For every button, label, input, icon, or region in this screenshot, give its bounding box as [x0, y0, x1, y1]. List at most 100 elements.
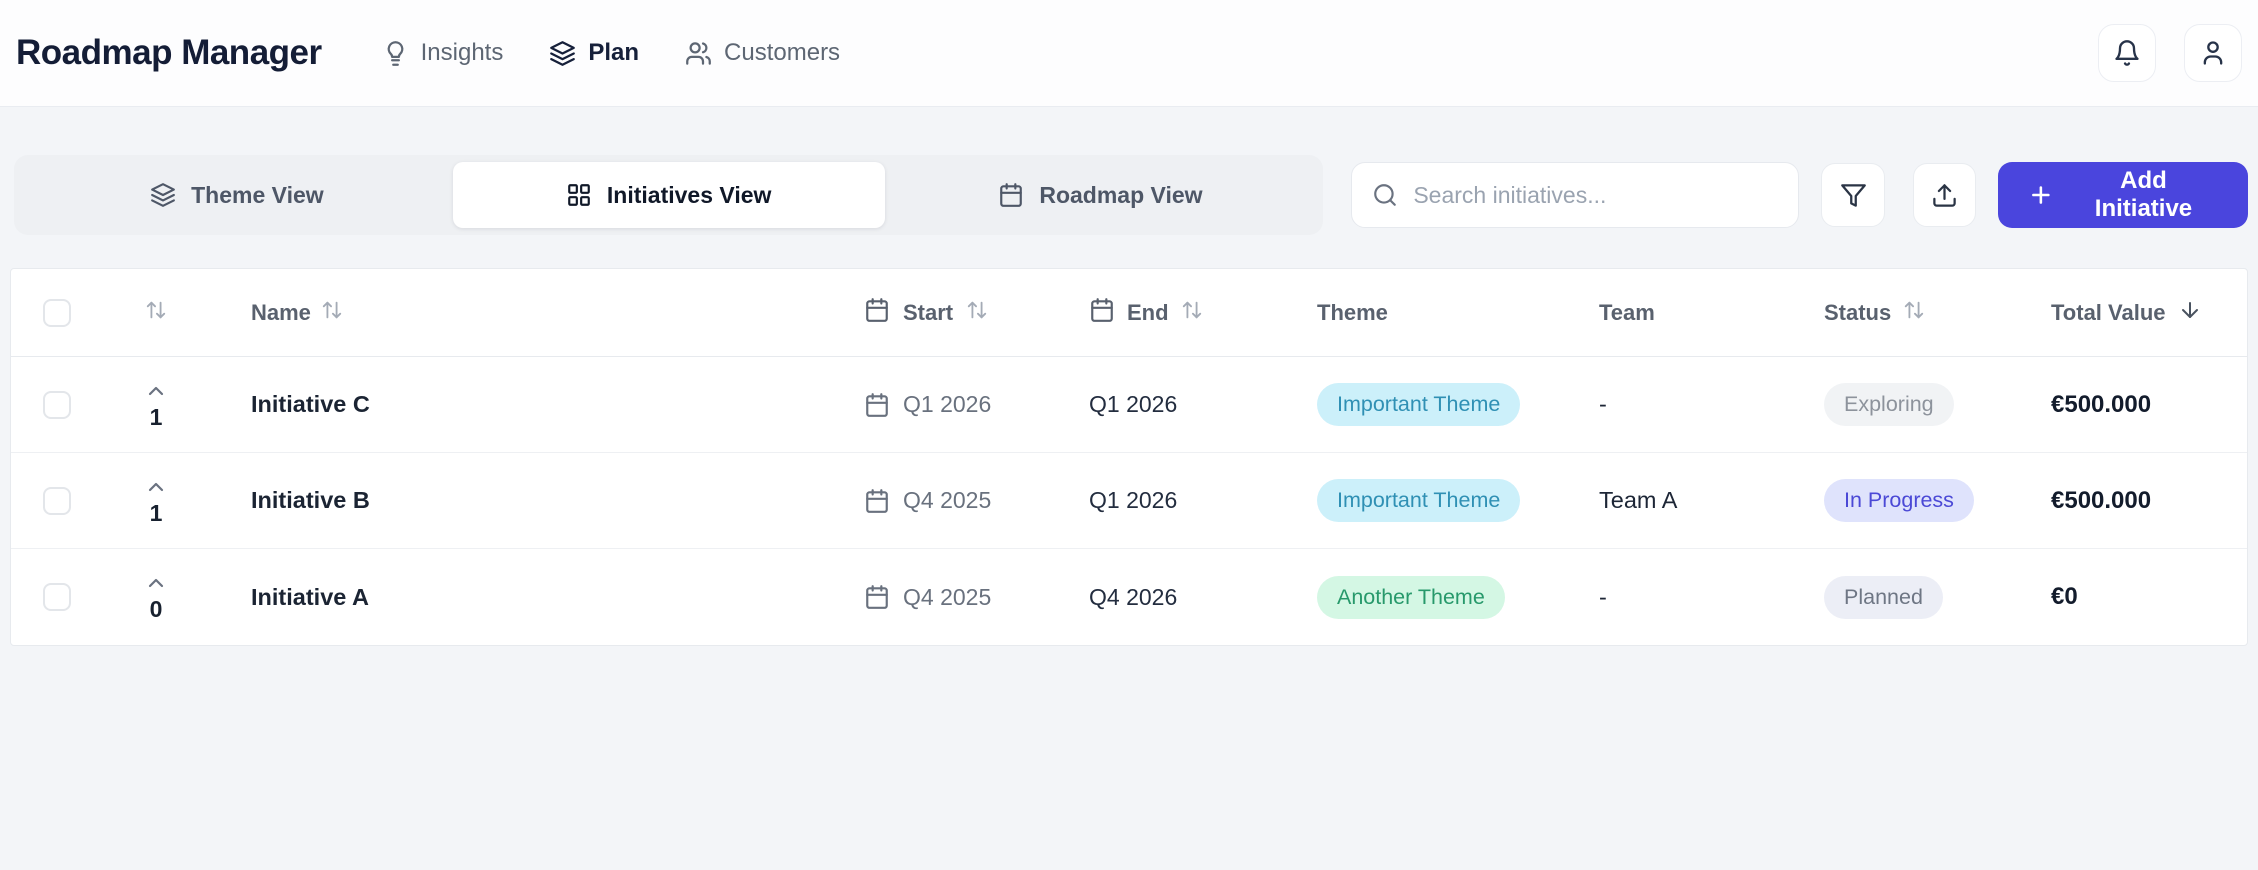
nav-item-label: Customers: [724, 39, 841, 66]
upload-icon: [1931, 182, 1958, 209]
initiative-name: Initiative C: [251, 391, 370, 417]
initiatives-table: Name Start End Theme Team Status: [10, 268, 2248, 646]
initiative-name: Initiative B: [251, 487, 370, 513]
team-value: Team A: [1599, 487, 1678, 513]
nav-item-customers[interactable]: Customers: [685, 39, 840, 67]
end-value: Q4 2026: [1089, 583, 1178, 610]
chevron-up-icon: [144, 379, 168, 403]
lightbulb-icon: [382, 40, 409, 67]
calendar-icon: [864, 488, 890, 514]
table-row[interactable]: 1 Initiative B Q4 2025 Q1 2026 Important…: [11, 453, 2247, 549]
topbar-actions: [2098, 24, 2242, 82]
tab-label: Initiatives View: [606, 181, 772, 208]
header-cell-votes[interactable]: [101, 299, 211, 327]
sort-updown-icon: [1181, 299, 1203, 327]
nav-item-plan[interactable]: Plan: [549, 39, 639, 67]
start-cell: Q1 2026: [844, 391, 1069, 418]
column-label-status: Status: [1824, 299, 1892, 325]
vote-count: 0: [149, 596, 163, 622]
column-label-name: Name: [251, 299, 311, 325]
bell-icon: [2113, 39, 2141, 67]
column-label-theme: Theme: [1317, 299, 1388, 325]
tab-initiatives-view[interactable]: Initiatives View: [452, 162, 885, 228]
grid-icon: [566, 182, 592, 208]
upvote-widget[interactable]: 1: [144, 475, 168, 527]
header-cell-start[interactable]: Start: [844, 297, 1069, 329]
column-label-total-value: Total Value: [2051, 299, 2166, 325]
top-navigation: Insights Plan Customers: [382, 39, 840, 67]
main-content: Theme View Initiatives View Roadmap View…: [0, 155, 2258, 646]
tab-label: Roadmap View: [1039, 181, 1203, 208]
header-cell-theme: Theme: [1299, 300, 1581, 326]
nav-item-label: Plan: [588, 39, 640, 66]
nav-item-label: Insights: [420, 39, 504, 66]
search-box: [1351, 162, 1800, 228]
add-initiative-button[interactable]: Add Initiative: [1998, 162, 2249, 228]
theme-badge: Another Theme: [1317, 575, 1505, 619]
column-label-start: Start: [903, 299, 954, 325]
sort-updown-icon: [321, 299, 343, 327]
filter-button[interactable]: [1821, 163, 1885, 227]
vote-count: 1: [149, 499, 163, 526]
top-bar: Roadmap Manager Insights Plan Customers: [0, 0, 2258, 107]
total-value: €0: [2051, 583, 2078, 610]
upvote-widget[interactable]: 0: [144, 571, 168, 623]
total-value: €500.000: [2051, 486, 2152, 514]
header-cell-total-value[interactable]: Total Value: [2033, 298, 2247, 328]
row-checkbox[interactable]: [43, 583, 71, 611]
table-row[interactable]: 0 Initiative A Q4 2025 Q4 2026 Another T…: [11, 549, 2247, 645]
chevron-up-icon: [144, 475, 168, 499]
calendar-icon: [864, 297, 890, 329]
sort-updown-icon: [145, 299, 167, 327]
theme-badge: Important Theme: [1317, 383, 1521, 426]
plus-icon: [2028, 182, 2054, 208]
toolbar: Theme View Initiatives View Roadmap View…: [14, 155, 2249, 235]
vote-count: 1: [149, 403, 163, 430]
profile-button[interactable]: [2184, 24, 2242, 82]
tab-roadmap-view[interactable]: Roadmap View: [885, 162, 1317, 228]
sort-updown-icon: [1903, 299, 1925, 327]
status-badge: In Progress: [1824, 479, 1974, 522]
upvote-widget[interactable]: 1: [144, 379, 168, 431]
search-input[interactable]: [1413, 181, 1779, 209]
calendar-icon: [864, 584, 890, 610]
layers-icon: [549, 40, 576, 67]
team-value: -: [1599, 583, 1607, 610]
end-value: Q1 2026: [1089, 487, 1178, 513]
user-icon: [2199, 39, 2227, 67]
calendar-icon: [864, 392, 890, 418]
start-cell: Q4 2025: [844, 487, 1069, 514]
sort-updown-icon: [966, 299, 988, 327]
tab-theme-view[interactable]: Theme View: [21, 162, 453, 228]
start-cell: Q4 2025: [844, 584, 1069, 611]
select-all-checkbox[interactable]: [43, 298, 71, 327]
header-cell-select: [11, 298, 101, 327]
calendar-icon: [998, 182, 1024, 208]
column-label-team: Team: [1599, 299, 1655, 325]
status-badge: Planned: [1824, 575, 1943, 619]
tab-label: Theme View: [191, 181, 324, 208]
row-checkbox[interactable]: [43, 486, 71, 515]
search-icon: [1372, 182, 1398, 208]
theme-badge: Important Theme: [1317, 479, 1521, 522]
header-cell-name[interactable]: Name: [211, 299, 844, 327]
notifications-button[interactable]: [2098, 24, 2156, 82]
end-value: Q1 2026: [1089, 391, 1178, 417]
column-label-end: End: [1127, 299, 1169, 325]
add-initiative-label: Add Initiative: [2094, 167, 2193, 222]
table-row[interactable]: 1 Initiative C Q1 2026 Q1 2026 Important…: [11, 357, 2247, 453]
layers-icon: [150, 182, 176, 208]
header-cell-status[interactable]: Status: [1806, 299, 2033, 327]
calendar-icon: [1089, 297, 1115, 329]
app-title: Roadmap Manager: [16, 33, 322, 72]
start-value: Q1 2026: [903, 391, 992, 417]
nav-item-insights[interactable]: Insights: [382, 39, 504, 67]
team-value: -: [1599, 391, 1607, 417]
row-checkbox[interactable]: [43, 390, 71, 419]
export-button[interactable]: [1912, 163, 1977, 227]
sort-descending-icon: [2178, 298, 2202, 328]
funnel-icon: [1840, 182, 1867, 209]
header-cell-end[interactable]: End: [1069, 297, 1299, 329]
table-header-row: Name Start End Theme Team Status: [11, 269, 2247, 357]
users-icon: [685, 40, 712, 67]
